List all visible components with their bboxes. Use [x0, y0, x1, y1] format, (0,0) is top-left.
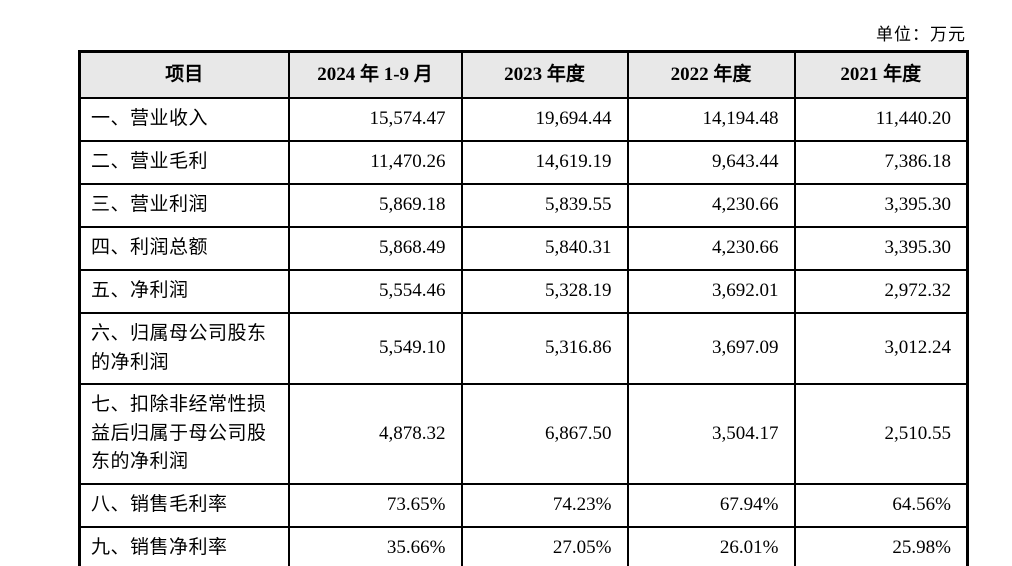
column-header-2024: 2024 年 1-9 月	[287, 50, 463, 99]
value-cell: 3,504.17	[626, 383, 796, 485]
table-row: 六、归属母公司股东的净利润 5,549.10 5,316.86 3,697.09…	[78, 312, 969, 385]
table-row: 二、营业毛利 11,470.26 14,619.19 9,643.44 7,38…	[78, 140, 969, 185]
value-cell: 5,840.31	[460, 226, 629, 271]
value-cell: 11,440.20	[793, 97, 969, 142]
value-cell: 4,230.66	[626, 226, 796, 271]
column-header-2022: 2022 年度	[626, 50, 796, 99]
value-cell: 5,554.46	[287, 269, 463, 314]
value-cell: 7,386.18	[793, 140, 969, 185]
row-label-cell: 六、归属母公司股东的净利润	[78, 312, 290, 385]
value-cell: 5,328.19	[460, 269, 629, 314]
value-cell: 27.05%	[460, 525, 629, 566]
value-cell: 2,510.55	[793, 383, 969, 485]
value-cell: 5,868.49	[287, 226, 463, 271]
value-cell: 4,878.32	[287, 383, 463, 485]
header-row: 项目 2024 年 1-9 月 2023 年度 2022 年度 2021 年度	[78, 50, 969, 99]
value-cell: 19,694.44	[460, 97, 629, 142]
table-row: 九、销售净利率 35.66% 27.05% 26.01% 25.98%	[78, 525, 969, 566]
row-label-cell: 七、扣除非经常性损益后归属于母公司股东的净利润	[78, 383, 290, 485]
table-row: 五、净利润 5,554.46 5,328.19 3,692.01 2,972.3…	[78, 269, 969, 314]
value-cell: 14,619.19	[460, 140, 629, 185]
value-cell: 25.98%	[793, 525, 969, 566]
row-label-cell: 八、销售毛利率	[78, 482, 290, 528]
value-cell: 74.23%	[460, 482, 629, 528]
table-row: 三、营业利润 5,869.18 5,839.55 4,230.66 3,395.…	[78, 183, 969, 228]
row-label-cell: 五、净利润	[78, 269, 290, 314]
value-cell: 26.01%	[626, 525, 796, 566]
column-header-item: 项目	[78, 50, 290, 99]
table-row: 七、扣除非经常性损益后归属于母公司股东的净利润 4,878.32 6,867.5…	[78, 383, 969, 485]
value-cell: 5,549.10	[287, 312, 463, 385]
financial-summary-table: 项目 2024 年 1-9 月 2023 年度 2022 年度 2021 年度 …	[78, 50, 969, 566]
value-cell: 3,395.30	[793, 183, 969, 228]
value-cell: 35.66%	[287, 525, 463, 566]
value-cell: 3,697.09	[626, 312, 796, 385]
value-cell: 11,470.26	[287, 140, 463, 185]
value-cell: 3,692.01	[626, 269, 796, 314]
value-cell: 2,972.32	[793, 269, 969, 314]
table-row: 八、销售毛利率 73.65% 74.23% 67.94% 64.56%	[78, 482, 969, 528]
value-cell: 5,316.86	[460, 312, 629, 385]
row-label-cell: 四、利润总额	[78, 226, 290, 271]
row-label-cell: 九、销售净利率	[78, 525, 290, 566]
column-header-2023: 2023 年度	[460, 50, 629, 99]
value-cell: 3,012.24	[793, 312, 969, 385]
value-cell: 14,194.48	[626, 97, 796, 142]
value-cell: 5,839.55	[460, 183, 629, 228]
table-row: 一、营业收入 15,574.47 19,694.44 14,194.48 11,…	[78, 97, 969, 142]
value-cell: 3,395.30	[793, 226, 969, 271]
row-label-cell: 三、营业利润	[78, 183, 290, 228]
unit-label: 单位：万元	[876, 25, 966, 44]
value-cell: 9,643.44	[626, 140, 796, 185]
value-cell: 15,574.47	[287, 97, 463, 142]
value-cell: 73.65%	[287, 482, 463, 528]
value-cell: 67.94%	[626, 482, 796, 528]
row-label-cell: 一、营业收入	[78, 97, 290, 142]
value-cell: 6,867.50	[460, 383, 629, 485]
value-cell: 5,869.18	[287, 183, 463, 228]
row-label-cell: 二、营业毛利	[78, 140, 290, 185]
value-cell: 64.56%	[793, 482, 969, 528]
column-header-2021: 2021 年度	[793, 50, 969, 99]
value-cell: 4,230.66	[626, 183, 796, 228]
table-row: 四、利润总额 5,868.49 5,840.31 4,230.66 3,395.…	[78, 226, 969, 271]
